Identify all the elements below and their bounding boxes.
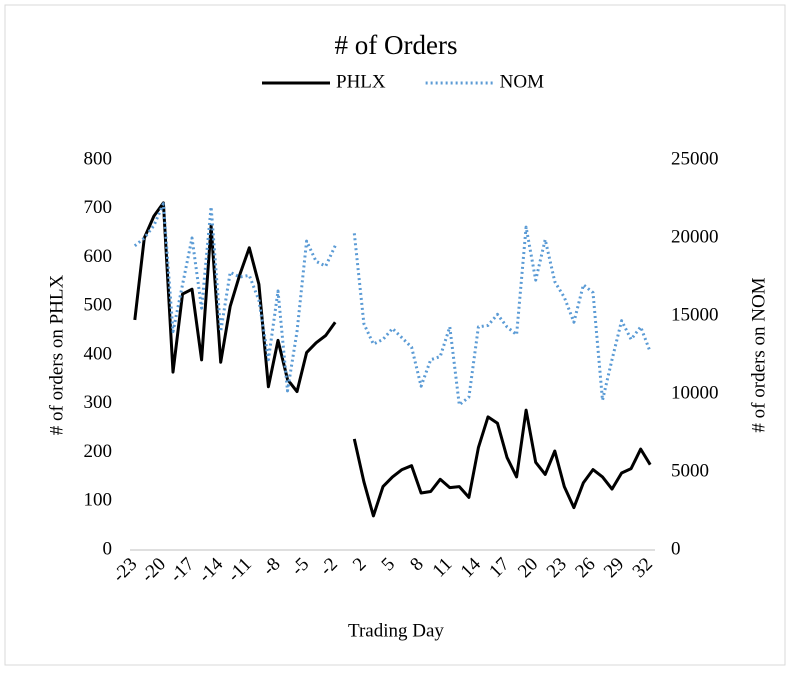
series-line xyxy=(133,202,652,407)
y2-tick-label: 25000 xyxy=(671,148,719,169)
y2-tick-label: 15000 xyxy=(671,304,719,325)
y-tick-label: 700 xyxy=(84,197,113,218)
y-axis-title: # of orders on PHLX xyxy=(46,275,67,436)
y-tick-label: 300 xyxy=(84,392,113,413)
y2-axis-title: # of orders on NOM xyxy=(748,277,769,432)
y2-tick-label: 20000 xyxy=(671,226,719,247)
y-tick-label: 0 xyxy=(103,538,113,559)
x-axis-title: Trading Day xyxy=(348,620,444,641)
chart-frame xyxy=(4,4,786,666)
y-tick-label: 800 xyxy=(84,148,113,169)
y2-tick-label: 0 xyxy=(671,538,681,559)
y-tick-label: 100 xyxy=(84,490,113,511)
y-tick-label: 400 xyxy=(84,343,113,364)
y2-tick-label: 5000 xyxy=(671,460,709,481)
y2-tick-label: 10000 xyxy=(671,382,719,403)
legend-label: NOM xyxy=(500,71,544,92)
y-tick-label: 200 xyxy=(84,441,113,462)
legend-label: PHLX xyxy=(336,71,386,92)
y-tick-label: 500 xyxy=(84,295,113,316)
chart-title: # of Orders xyxy=(335,30,458,60)
y-tick-label: 600 xyxy=(84,246,113,267)
